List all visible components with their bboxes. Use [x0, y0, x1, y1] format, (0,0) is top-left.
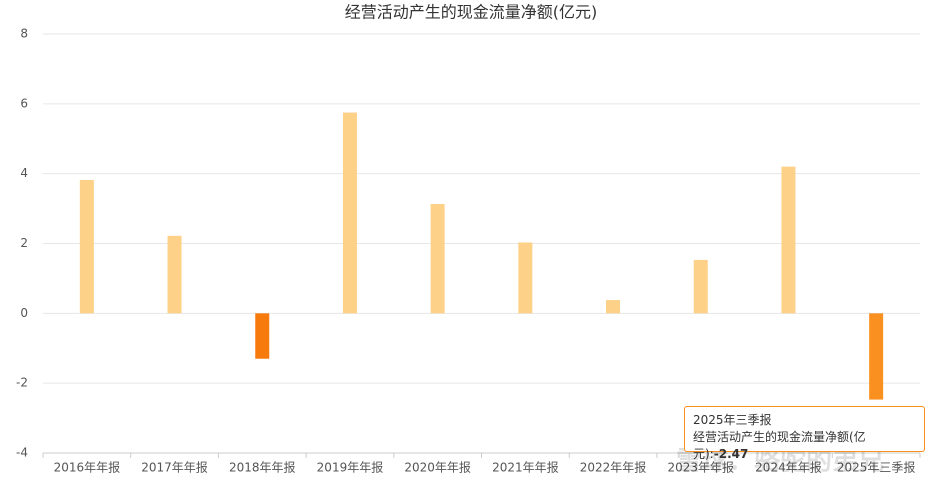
x-tick-label: 2020年年报: [404, 460, 471, 475]
bar: [430, 204, 445, 314]
tooltip-title: 2025年三季报: [693, 413, 772, 427]
bar: [606, 300, 621, 314]
x-tick-label: 2019年年报: [317, 460, 384, 475]
x-tick-label: 2024年年报: [755, 460, 822, 475]
x-tick-label: 2025年三季报: [837, 460, 916, 475]
tooltip: 2025年三季报 经营活动产生的现金流量净额(亿元):-2.47: [684, 406, 925, 461]
x-tick-label: 2016年年报: [54, 460, 121, 475]
tooltip-row: 经营活动产生的现金流量净额(亿元):-2.47: [693, 429, 916, 463]
tooltip-value: -2.47: [713, 447, 749, 461]
x-tick-label: 2021年年报: [492, 460, 559, 475]
bar: [167, 235, 182, 314]
x-tick-label: 2022年年报: [580, 460, 647, 475]
bar: [79, 179, 94, 314]
chart-title: 经营活动产生的现金流量净额(亿元): [345, 3, 598, 22]
bar: [518, 242, 533, 314]
bar: [255, 313, 270, 359]
tooltip-label: 经营活动产生的现金流量净额(亿元):: [693, 430, 866, 461]
y-tick-label: -4: [16, 446, 28, 460]
bar: [869, 313, 884, 400]
x-tick-label: 2018年年报: [229, 460, 296, 475]
y-tick-label: 2: [20, 236, 28, 250]
y-tick-label: 6: [20, 96, 28, 110]
x-tick-label: 2017年年报: [141, 460, 208, 475]
y-tick-label: 8: [20, 27, 28, 41]
bar: [342, 112, 357, 314]
x-tick-label: 2023年年报: [667, 460, 734, 475]
y-tick-label: -2: [16, 376, 28, 390]
y-tick-label: 0: [20, 306, 28, 320]
y-tick-label: 4: [20, 166, 28, 180]
bar: [693, 259, 708, 314]
bar: [781, 166, 796, 314]
